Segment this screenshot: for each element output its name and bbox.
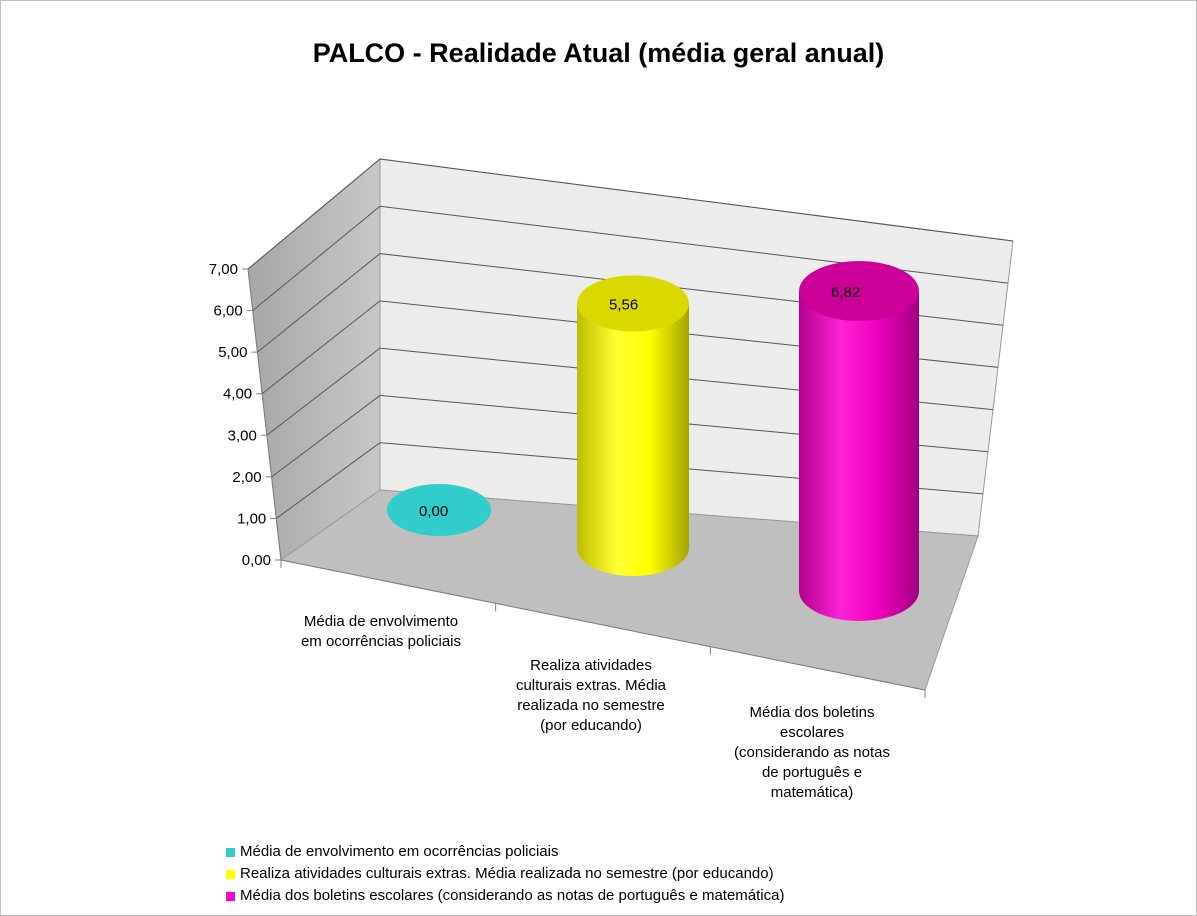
- gridline: [257, 253, 381, 353]
- x-tick-label-line: em ocorrências policiais: [300, 633, 462, 650]
- y-tick-label: 5,00: [218, 344, 247, 361]
- x-tick-label-line: realizada no semestre: [517, 697, 665, 714]
- x-tick-label-line: Realiza atividades: [530, 657, 652, 674]
- y-tick-label: 7,00: [209, 261, 238, 278]
- y-tick-label: 4,00: [223, 386, 252, 403]
- y-tick-label: 0,00: [242, 552, 271, 569]
- x-tick-label: Média de envolvimento em ocorrências poli…: [271, 612, 491, 652]
- data-label: 0,00: [419, 503, 448, 520]
- bar-body: [577, 303, 689, 576]
- x-tick-label-line: culturais extras. Média: [515, 677, 667, 694]
- chart-title: PALCO - Realidade Atual (média geral anu…: [312, 38, 885, 68]
- gridline: [266, 347, 381, 436]
- legend-item: Média de envolvimento em ocorrências pol…: [226, 841, 784, 863]
- legend-label: Média de envolvimento em ocorrências pol…: [240, 843, 559, 860]
- x-tick-label: Média dos boletins escolares (considerando…: [702, 703, 922, 803]
- x-axis-ticks: [280, 560, 926, 698]
- y-axis-line: [247, 268, 282, 561]
- x-tick-label-line: (considerando as notas: [734, 744, 890, 761]
- legend-swatch: [226, 847, 235, 857]
- gridline: [379, 205, 1009, 284]
- legend: Média de envolvimento em ocorrências pol…: [226, 841, 784, 907]
- gridline: [247, 158, 381, 270]
- y-tick-label: 2,00: [232, 469, 261, 486]
- bars: 0,00 5,56 6,82: [387, 261, 919, 621]
- bar: 0,00: [387, 484, 491, 536]
- legend-label: Realiza atividades culturais extras. Méd…: [240, 865, 774, 882]
- data-label: 6,82: [831, 284, 860, 301]
- bar-top: [799, 261, 919, 322]
- bar-body: [799, 291, 919, 621]
- gridline: [261, 300, 381, 395]
- bar: 6,82: [799, 261, 919, 621]
- gridline: [252, 205, 381, 311]
- gridline: [271, 395, 381, 478]
- y-tick-label: 1,00: [237, 510, 266, 527]
- x-tick-label-line: Média de envolvimento: [303, 613, 459, 630]
- legend-swatch: [226, 869, 235, 879]
- gridline: [379, 158, 1014, 242]
- y-tick-label: 3,00: [228, 427, 257, 444]
- gridline: [275, 442, 381, 519]
- y-tick-label: 6,00: [214, 303, 243, 320]
- legend-label: Média dos boletins escolares (consideran…: [240, 887, 785, 904]
- data-label: 5,56: [609, 296, 638, 313]
- x-tick-label-line: Média dos boletins: [749, 704, 875, 721]
- y-axis-ticks: 0,00 1,00 2,00 3,00 4,00 5,00 6,00 7,00: [209, 261, 281, 569]
- bar-top: [387, 484, 491, 536]
- x-tick-label-line: matemática): [770, 784, 854, 801]
- legend-swatch: [226, 891, 235, 901]
- legend-item: Média dos boletins escolares (consideran…: [226, 885, 784, 907]
- x-axis-line: [280, 559, 926, 691]
- bar: 5,56: [577, 275, 689, 576]
- x-tick-label: Realiza atividades culturais extras. Médi…: [481, 656, 701, 736]
- legend-item: Realiza atividades culturais extras. Méd…: [226, 863, 784, 885]
- bar-top: [577, 275, 689, 332]
- x-tick-label-line: escolares: [779, 724, 845, 741]
- x-tick-label-line: de português e: [761, 764, 863, 781]
- x-tick-label-line: (por educando): [540, 717, 642, 734]
- side-wall: [247, 157, 381, 561]
